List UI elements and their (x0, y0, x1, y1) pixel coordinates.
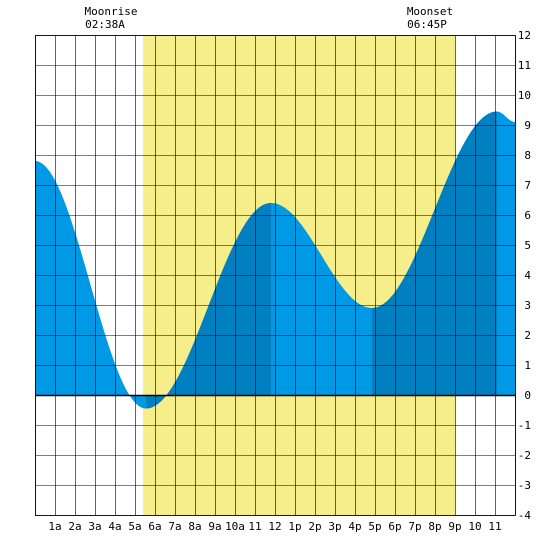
x-tick-label: 4a (108, 520, 121, 533)
y-tick-label: 11 (518, 59, 531, 72)
x-tick-label: 1a (48, 520, 61, 533)
y-tick-label: -1 (518, 419, 531, 432)
x-tick-label: 2p (308, 520, 321, 533)
y-tick-label: 3 (524, 299, 531, 312)
x-tick-label: 2a (68, 520, 81, 533)
x-tick-label: 4p (348, 520, 361, 533)
y-tick-label: 12 (518, 29, 531, 42)
x-tick-label: 10a (225, 520, 245, 533)
y-tick-label: 6 (524, 209, 531, 222)
x-tick-label: 10 (468, 520, 481, 533)
tide-area-dark-2 (372, 111, 497, 395)
y-tick-label: 2 (524, 329, 531, 342)
y-tick-label: -3 (518, 479, 531, 492)
x-tick-label: 7p (408, 520, 421, 533)
y-tick-label: 0 (524, 389, 531, 402)
x-tick-label: 8p (428, 520, 441, 533)
moonset-time: 06:45P (407, 18, 447, 31)
y-tick-label: -2 (518, 449, 531, 462)
grid-layer (35, 35, 516, 516)
y-tick-label: 9 (524, 119, 531, 132)
x-tick-label: 9p (448, 520, 461, 533)
x-tick-label: 6p (388, 520, 401, 533)
x-tick-label: 8a (188, 520, 201, 533)
y-tick-label: 4 (524, 269, 531, 282)
x-tick-label: 5a (128, 520, 141, 533)
moonrise-label: Moonrise (85, 5, 138, 18)
x-tick-labels: 1a 2a 3a 4a 5a 6a 7a 8a 9a 10a 11 12 1p 2p 3p 4p 5p 6p 7p 8… (48, 520, 501, 533)
x-tick-label: 3p (328, 520, 341, 533)
y-tick-label: 5 (524, 239, 531, 252)
x-tick-label: 7a (168, 520, 181, 533)
moonrise-time: 02:38A (85, 18, 125, 31)
x-tick-label: 11 (488, 520, 501, 533)
x-tick-label: 3a (88, 520, 101, 533)
moonset-label: Moonset (407, 5, 453, 18)
x-tick-label: 11 (248, 520, 261, 533)
y-tick-label: 10 (518, 89, 531, 102)
y-tick-label: 7 (524, 179, 531, 192)
y-tick-label: 8 (524, 149, 531, 162)
x-tick-label: 1p (288, 520, 301, 533)
y-tick-label: -4 (518, 509, 532, 522)
plot-border (35, 35, 516, 516)
x-tick-label: 5p (368, 520, 381, 533)
x-tick-label: 12 (268, 520, 281, 533)
y-tick-label: 1 (524, 359, 531, 372)
x-tick-label: 6a (148, 520, 161, 533)
x-tick-label: 9a (208, 520, 221, 533)
